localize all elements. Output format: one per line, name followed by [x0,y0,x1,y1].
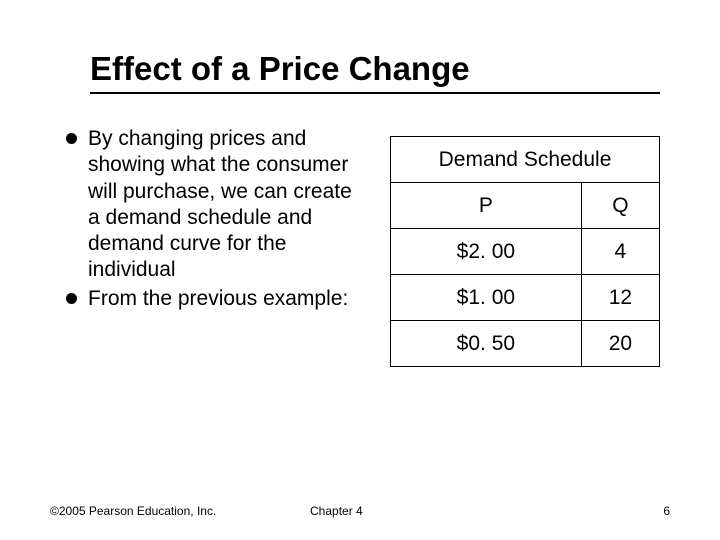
list-item: From the previous example: [64,286,354,312]
table-header-cell: P [391,183,582,229]
content-row: By changing prices and showing what the … [60,122,660,367]
table-row: P Q [391,183,660,229]
table-row: Demand Schedule [391,137,660,183]
chapter-label: Chapter 4 [310,504,363,518]
table-cell: $1. 00 [391,275,582,321]
table-header-cell: Q [581,183,659,229]
footer: ©2005 Pearson Education, Inc. Chapter 4 … [50,504,670,518]
page-number: 6 [663,504,670,518]
table-cell: 20 [581,321,659,367]
table-container: Demand Schedule P Q $2. 00 4 $1. 00 12 $… [378,122,660,367]
table-cell: 12 [581,275,659,321]
bullet-list: By changing prices and showing what the … [64,122,354,367]
copyright-text: ©2005 Pearson Education, Inc. [50,504,216,518]
table-row: $2. 00 4 [391,229,660,275]
table-heading: Demand Schedule [391,137,660,183]
page-title: Effect of a Price Change [90,50,660,88]
table-cell: $0. 50 [391,321,582,367]
list-item: By changing prices and showing what the … [64,126,354,284]
title-underline [90,92,660,94]
table-row: $1. 00 12 [391,275,660,321]
table-row: $0. 50 20 [391,321,660,367]
table-cell: $2. 00 [391,229,582,275]
title-area: Effect of a Price Change [90,50,660,94]
table-cell: 4 [581,229,659,275]
slide: Effect of a Price Change By changing pri… [0,0,720,540]
demand-schedule-table: Demand Schedule P Q $2. 00 4 $1. 00 12 $… [390,136,660,367]
